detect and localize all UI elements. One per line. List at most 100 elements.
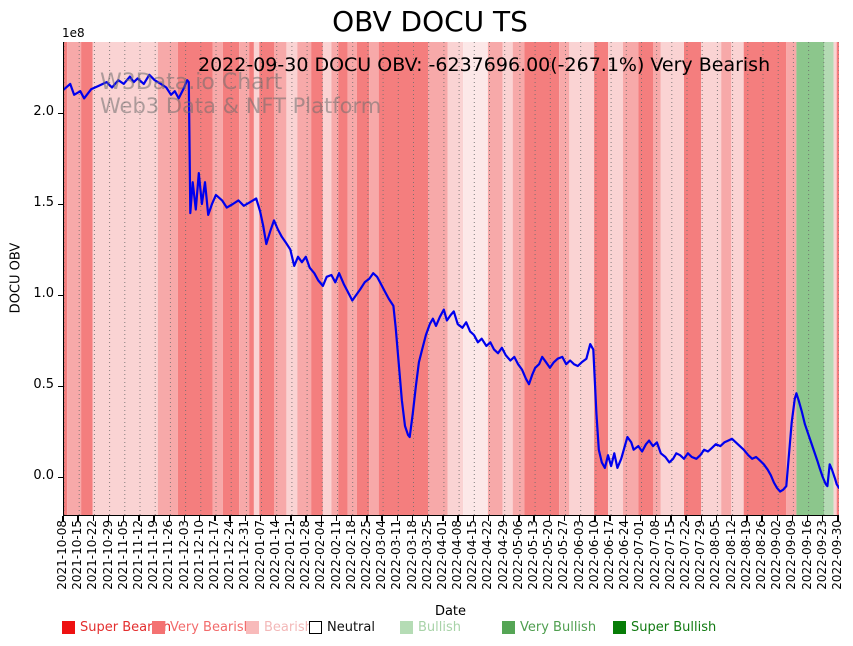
y-axis-scale-label: 1e8 [62, 26, 85, 40]
x-tick-label: 2022-04-29 [495, 520, 510, 590]
x-tick-mark [654, 516, 657, 521]
x-tick-mark [153, 516, 155, 521]
sentiment-band [512, 42, 525, 515]
sentiment-band [487, 42, 503, 515]
x-tick-label: 2021-11-05 [115, 520, 130, 590]
x-tick-label: 2022-05-06 [510, 520, 525, 590]
annotation-text: 2022-09-30 DOCU OBV: -6237696.00(-267.1%… [198, 54, 771, 76]
x-tick-label: 2022-04-15 [465, 520, 480, 590]
sentiment-band [356, 42, 370, 515]
legend-swatch [246, 621, 259, 634]
sentiment-band [569, 42, 595, 515]
x-tick-label: 2022-05-13 [526, 520, 541, 590]
x-tick-mark [107, 516, 110, 521]
x-tick-mark [366, 516, 368, 521]
x-tick-label: 2022-01-07 [252, 520, 267, 590]
x-tick-mark [609, 516, 611, 521]
x-tick-label: 2022-06-10 [586, 520, 601, 590]
x-tick-label: 2022-09-23 [814, 520, 829, 590]
x-tick-label: 2022-07-01 [632, 520, 647, 590]
x-tick-mark [639, 516, 642, 521]
sentiment-band [684, 42, 701, 515]
x-tick-mark [381, 516, 383, 521]
x-tick-mark [275, 516, 277, 521]
legend-label: Super Bearish [80, 620, 172, 635]
x-tick-label: 2022-08-26 [754, 520, 769, 590]
sentiment-band [796, 42, 825, 515]
x-tick-label: 2022-01-14 [267, 520, 282, 590]
sentiment-band [67, 42, 81, 515]
x-tick-mark [670, 516, 672, 521]
sentiment-band [378, 42, 429, 515]
x-tick-label: 2021-10-15 [70, 520, 85, 590]
sentiment-band [212, 42, 223, 515]
x-tick-label: 2022-09-09 [784, 520, 799, 590]
obv-line [64, 73, 839, 493]
x-tick-mark [77, 516, 79, 521]
x-tick-label: 2022-07-15 [662, 520, 677, 590]
legend-label: Bearish [264, 620, 313, 635]
x-tick-label: 2021-11-12 [130, 520, 145, 590]
x-tick-label: 2022-05-27 [556, 520, 571, 590]
sentiment-band [157, 42, 178, 515]
x-tick-label: 2022-03-25 [419, 520, 434, 590]
sentiment-band [331, 42, 339, 515]
x-tick-label: 2022-04-01 [434, 520, 449, 590]
y-axis-label: DOCU OBV [8, 242, 24, 314]
sentiment-band [253, 42, 260, 515]
legend-item-very-bullish: Very Bullish [502, 620, 596, 635]
x-tick-mark [837, 516, 839, 521]
x-tick-label: 2021-12-10 [191, 520, 206, 590]
legend-swatch [152, 621, 165, 634]
x-tick-label: 2021-10-22 [85, 520, 100, 590]
x-tick-mark [700, 516, 702, 521]
chart-title: OBV DOCU TS [332, 5, 528, 38]
sentiment-band [177, 42, 213, 515]
x-tick-mark [761, 516, 763, 521]
x-tick-label: 2021-12-24 [222, 520, 237, 590]
sentiment-band [559, 42, 570, 515]
x-tick-label: 2021-10-08 [55, 520, 69, 590]
sentiment-band [463, 42, 488, 515]
x-tick-mark [244, 516, 247, 521]
x-tick-label: 2022-07-22 [678, 520, 693, 590]
plot-area [63, 42, 839, 516]
x-tick-mark [62, 516, 64, 521]
sentiment-band [743, 42, 787, 515]
sentiment-band [369, 42, 379, 515]
x-tick-mark [138, 516, 140, 521]
y-tick-label: 1.0 [33, 286, 54, 301]
y-tick-mark [58, 204, 63, 206]
legend-item-very-bearish: Very Bearish [152, 620, 252, 635]
x-tick-mark [822, 516, 824, 521]
watermark-line1: W3Data.io Chart [100, 70, 283, 95]
x-tick-mark [320, 516, 323, 521]
y-tick-label: 0.5 [33, 377, 54, 392]
sentiment-band [638, 42, 653, 515]
x-tick-mark [199, 516, 201, 521]
x-tick-mark [259, 516, 262, 521]
x-tick-mark [290, 516, 292, 521]
x-tick-mark [396, 516, 398, 521]
x-tick-label: 2022-07-29 [693, 520, 708, 590]
legend-item-super-bullish: Super Bullish [613, 620, 716, 635]
legend-swatch [502, 621, 515, 634]
legend-label: Bullish [418, 620, 462, 635]
x-tick-label: 2022-03-11 [389, 520, 404, 590]
sentiment-band [608, 42, 623, 515]
sentiment-band [502, 42, 513, 515]
sentiment-band [833, 42, 837, 515]
legend-item-super-bearish: Super Bearish [62, 620, 171, 635]
sentiment-band [701, 42, 722, 515]
x-tick-label: 2022-06-17 [602, 520, 617, 590]
legend-label: Very Bearish [170, 620, 252, 635]
x-tick-label: 2021-12-17 [206, 520, 221, 590]
sentiment-band [338, 42, 348, 515]
x-tick-mark [305, 516, 307, 521]
x-tick-mark [335, 516, 338, 521]
x-tick-label: 2022-07-08 [647, 520, 662, 590]
x-tick-mark [487, 516, 490, 521]
x-tick-label: 2022-06-03 [571, 520, 586, 590]
x-tick-label: 2022-03-04 [374, 520, 389, 590]
